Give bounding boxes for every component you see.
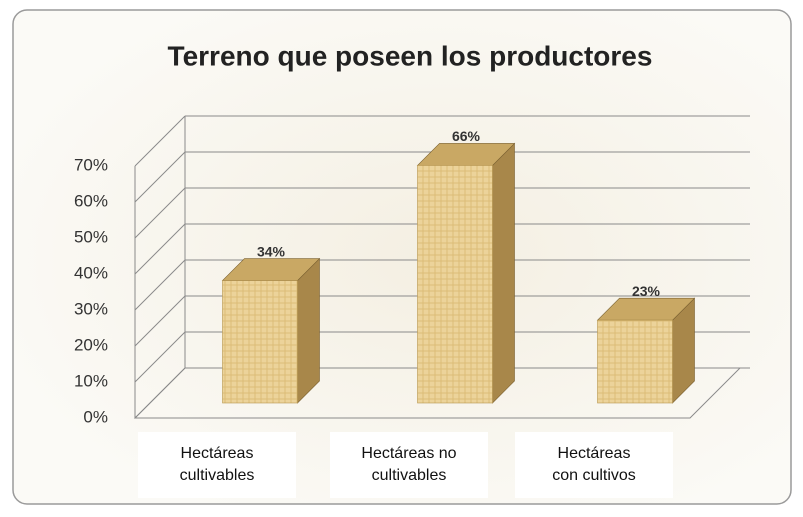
y-tick-label: 60% bbox=[74, 191, 108, 210]
chart-panel: Terreno que poseen los productores 0% 10%… bbox=[0, 0, 803, 512]
x-tick-label: Hectáreas con cultivos bbox=[515, 432, 673, 498]
y-tick-label: 50% bbox=[74, 227, 108, 246]
value-label: 66% bbox=[452, 128, 481, 144]
value-label: 34% bbox=[257, 243, 286, 259]
bar bbox=[223, 281, 298, 403]
y-tick-label: 20% bbox=[74, 335, 108, 354]
bar-side bbox=[493, 143, 515, 403]
y-tick-label: 0% bbox=[83, 407, 108, 426]
bar bbox=[598, 320, 673, 403]
panel-frame bbox=[13, 10, 791, 504]
y-tick-label: 30% bbox=[74, 299, 108, 318]
y-tick-label: 10% bbox=[74, 371, 108, 390]
x-tick-label: Hectáreas no cultivables bbox=[330, 432, 488, 498]
y-tick-label: 40% bbox=[74, 263, 108, 282]
bar bbox=[418, 165, 493, 403]
value-label: 23% bbox=[632, 283, 661, 299]
y-tick-label: 70% bbox=[74, 155, 108, 174]
bar-side bbox=[298, 259, 320, 403]
chart-title: Terreno que poseen los productores bbox=[168, 40, 653, 71]
x-tick-label: Hectáreas cultivables bbox=[138, 432, 296, 498]
